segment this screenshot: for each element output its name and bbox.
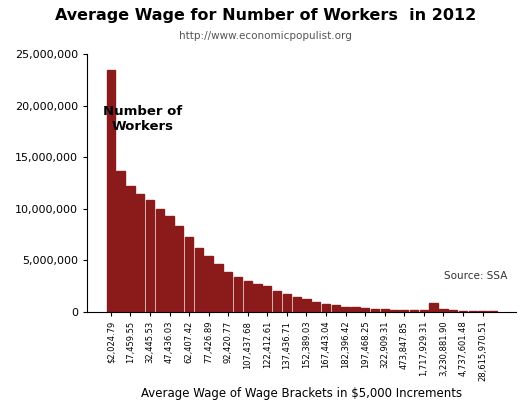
Bar	[419, 310, 428, 312]
Bar	[156, 209, 164, 312]
Bar	[302, 299, 311, 312]
Bar	[439, 309, 448, 312]
Bar	[351, 308, 359, 312]
Bar	[341, 307, 350, 312]
Bar	[322, 304, 330, 312]
Bar	[204, 256, 213, 312]
Bar	[469, 311, 477, 312]
Bar	[293, 297, 301, 312]
Bar	[488, 311, 496, 312]
Bar	[146, 200, 154, 312]
Bar	[410, 310, 418, 312]
Bar	[263, 286, 271, 312]
Bar	[195, 248, 203, 312]
Bar	[381, 309, 389, 312]
Bar	[136, 194, 144, 312]
Bar	[175, 226, 183, 312]
Bar	[273, 291, 281, 312]
X-axis label: Average Wage of Wage Brackets in $5,000 Increments: Average Wage of Wage Brackets in $5,000 …	[141, 387, 462, 400]
Bar	[371, 309, 379, 312]
Bar	[361, 308, 370, 312]
Bar	[332, 305, 340, 312]
Bar	[282, 294, 291, 312]
Bar	[400, 310, 408, 312]
Bar	[390, 310, 399, 312]
Bar	[126, 186, 134, 312]
Text: Number of
Workers: Number of Workers	[103, 105, 183, 133]
Bar	[312, 303, 320, 312]
Text: Source: SSA: Source: SSA	[444, 271, 508, 281]
Bar	[459, 311, 467, 312]
Bar	[215, 264, 222, 312]
Bar	[234, 277, 242, 312]
Bar	[224, 271, 233, 312]
Bar	[116, 171, 125, 312]
Bar	[185, 237, 193, 312]
Bar	[165, 216, 174, 312]
Bar	[478, 311, 487, 312]
Bar	[449, 310, 457, 312]
Bar	[430, 303, 438, 312]
Bar	[253, 284, 262, 312]
Bar	[107, 70, 115, 312]
Bar	[244, 281, 252, 312]
Text: http://www.economicpopulist.org: http://www.economicpopulist.org	[179, 31, 352, 41]
Text: Average Wage for Number of Workers  in 2012: Average Wage for Number of Workers in 20…	[55, 8, 476, 23]
